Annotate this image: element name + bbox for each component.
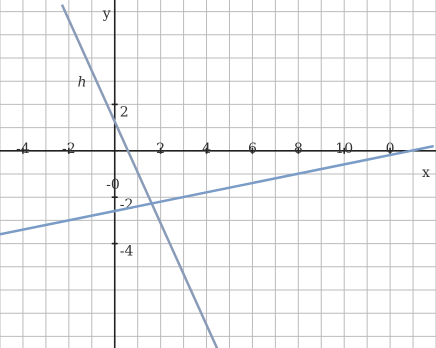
x-axis-label: x <box>422 165 430 181</box>
x-tick-label: 8 <box>294 141 303 157</box>
line <box>60 4 219 348</box>
y-tick-label: -0 <box>106 177 120 193</box>
line <box>0 144 434 236</box>
x-tick-label: 10 <box>335 141 353 157</box>
x-tick-label: -4 <box>16 141 30 157</box>
x-tick-label: -2 <box>62 141 76 157</box>
y-tick-label: -4 <box>120 244 134 260</box>
x-tick-label: 0 <box>386 141 395 157</box>
x-tick-label: 4 <box>202 141 211 157</box>
series-label: h <box>77 75 86 91</box>
y-tick-label: 2 <box>120 104 129 120</box>
x-tick-label: 6 <box>248 141 257 157</box>
y-axis-label: y <box>102 6 111 22</box>
x-tick-label: 2 <box>156 141 165 157</box>
